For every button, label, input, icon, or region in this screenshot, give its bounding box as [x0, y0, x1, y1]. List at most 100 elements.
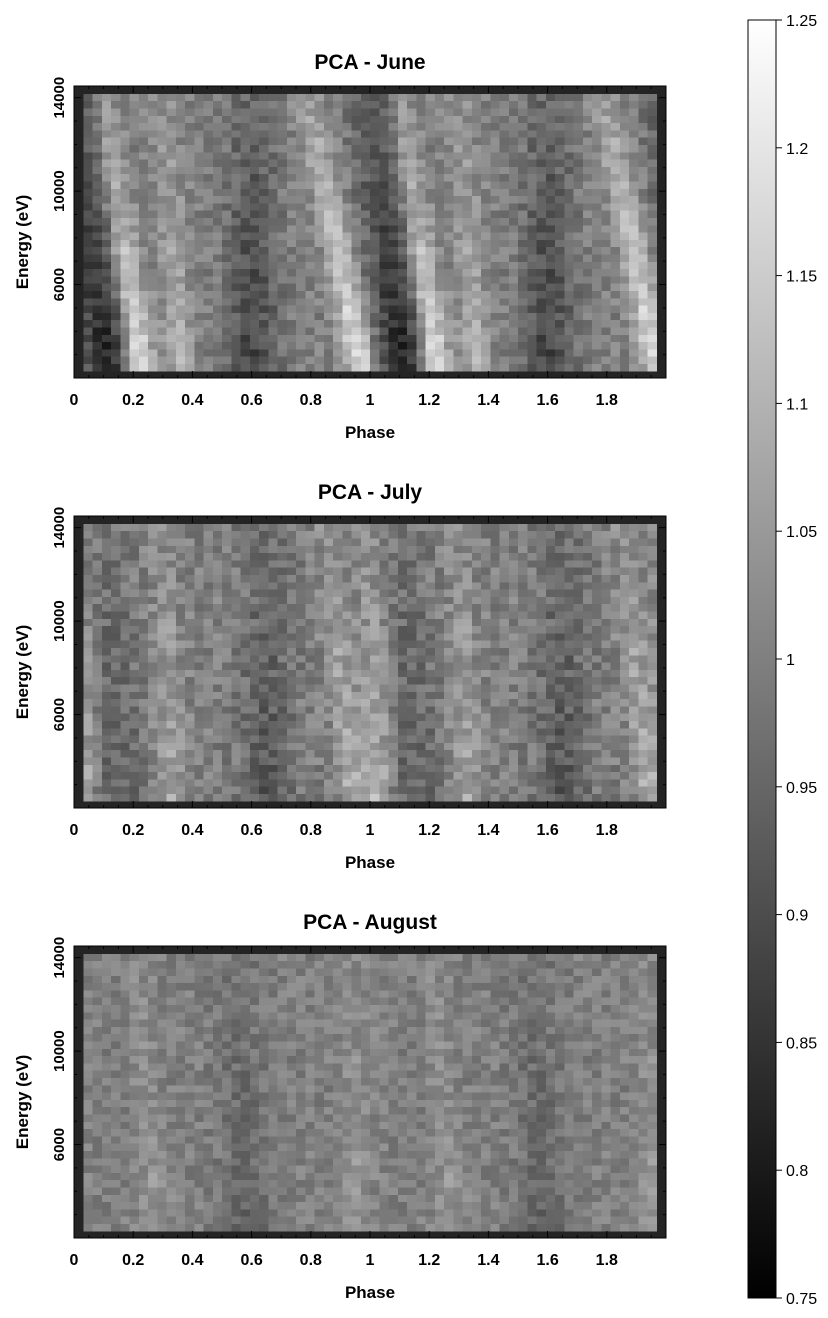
heatmap-cell — [148, 341, 158, 350]
heatmap-cell — [194, 224, 205, 233]
heatmap-cell — [638, 210, 649, 218]
heatmap-cell — [148, 115, 158, 124]
heatmap-cell — [333, 348, 343, 357]
heatmap-cell — [120, 523, 131, 532]
heatmap-cell — [629, 356, 639, 364]
heatmap-cell — [592, 253, 602, 262]
heatmap-cell — [111, 268, 121, 277]
heatmap-cell — [296, 793, 306, 802]
heatmap-cell — [425, 290, 436, 299]
heatmap-cell — [601, 370, 612, 379]
heatmap-cell — [370, 122, 380, 131]
heatmap-cell — [323, 581, 334, 590]
heatmap-cell — [518, 523, 528, 532]
heatmap-cell — [323, 589, 334, 597]
heatmap-cell — [129, 246, 140, 255]
heatmap-cell — [610, 275, 621, 284]
heatmap-cell — [259, 720, 269, 729]
heatmap-cell — [499, 246, 510, 255]
heatmap-cell — [231, 217, 242, 226]
heatmap-cell — [92, 669, 103, 678]
heatmap-cell — [120, 268, 131, 277]
heatmap-cell — [277, 151, 288, 160]
heatmap-cell — [222, 735, 232, 743]
heatmap-cell — [111, 159, 121, 167]
heatmap-cell — [564, 589, 575, 597]
heatmap-cell — [231, 115, 242, 124]
heatmap-cell — [444, 86, 454, 94]
heatmap-cell — [92, 290, 103, 299]
heatmap-cell — [518, 742, 528, 751]
heatmap-cell — [222, 662, 232, 670]
heatmap-cell — [296, 246, 306, 255]
heatmap-cell — [305, 341, 316, 350]
heatmap-cell — [74, 691, 84, 700]
heatmap-cell — [508, 166, 519, 175]
heatmap-cell — [379, 537, 390, 546]
heatmap-cell — [222, 334, 232, 343]
heatmap-cell — [536, 537, 547, 546]
heatmap-cell — [527, 698, 538, 707]
heatmap-cell — [120, 334, 131, 343]
heatmap-cell — [111, 217, 121, 226]
heatmap-cell — [545, 537, 556, 546]
heatmap-cell — [74, 253, 84, 262]
heatmap-cell — [638, 137, 649, 145]
heatmap-cell — [536, 268, 547, 277]
heatmap-cell — [185, 669, 195, 678]
heatmap-cell — [527, 618, 538, 627]
heatmap-cell — [166, 348, 177, 357]
heatmap-cell — [610, 210, 621, 218]
heatmap-cell — [434, 749, 445, 758]
heatmap-cell — [342, 290, 353, 299]
heatmap-cell — [499, 735, 510, 743]
heatmap-cell — [138, 545, 149, 554]
heatmap-cell — [536, 669, 547, 678]
heatmap-cell — [249, 669, 260, 678]
heatmap-cell — [342, 720, 353, 729]
heatmap-cell — [555, 319, 565, 328]
heatmap-cell — [323, 756, 334, 765]
heatmap-cell — [508, 319, 519, 328]
heatmap-cell — [185, 516, 195, 524]
heatmap-cell — [481, 122, 491, 131]
heatmap-cell — [527, 676, 538, 685]
heatmap-cell — [379, 297, 390, 306]
heatmap-cell — [360, 786, 371, 794]
heatmap-cell — [259, 662, 269, 670]
heatmap-cell — [582, 632, 593, 641]
heatmap-cell — [601, 115, 612, 124]
heatmap-cell — [379, 581, 390, 590]
heatmap-cell — [74, 720, 84, 729]
heatmap-cell — [185, 86, 195, 94]
heatmap-cell — [120, 144, 131, 153]
heatmap-cell — [490, 727, 501, 736]
heatmap-cell — [277, 173, 288, 182]
heatmap-cell — [166, 93, 177, 102]
heatmap-cell — [185, 319, 195, 328]
heatmap-cell — [166, 574, 177, 583]
heatmap-cell — [508, 618, 519, 627]
heatmap-cell — [508, 640, 519, 648]
heatmap-cell — [582, 224, 593, 233]
heatmap-cell — [638, 202, 649, 211]
heatmap-cell — [564, 610, 575, 619]
heatmap-cell — [545, 275, 556, 284]
heatmap-cell — [203, 574, 214, 583]
heatmap-cell — [175, 261, 186, 270]
heatmap-cell — [407, 246, 417, 255]
heatmap-cell — [379, 691, 390, 700]
heatmap-cell — [74, 137, 84, 145]
heatmap-cell — [268, 778, 279, 787]
heatmap-cell — [388, 691, 399, 700]
heatmap-cell — [111, 574, 121, 583]
heatmap-cell — [360, 742, 371, 751]
heatmap-cell — [388, 676, 399, 685]
heatmap-cell — [610, 232, 621, 240]
heatmap-cell — [157, 698, 168, 707]
heatmap-cell — [379, 771, 390, 780]
heatmap-cell — [74, 705, 84, 714]
heatmap-cell — [305, 552, 316, 561]
heatmap-cell — [92, 334, 103, 343]
heatmap-cell — [416, 537, 427, 546]
